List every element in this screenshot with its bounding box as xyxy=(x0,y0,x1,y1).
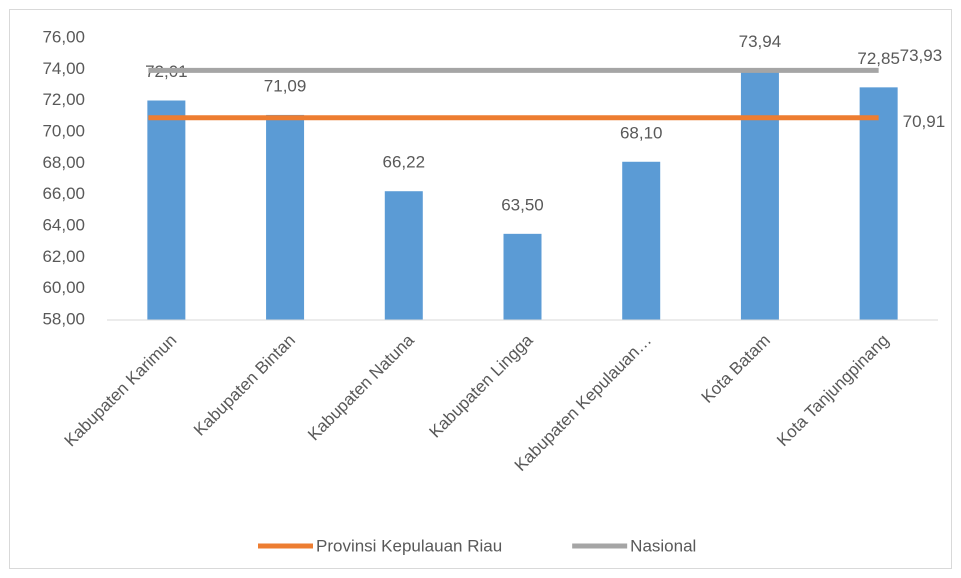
bar xyxy=(503,233,542,320)
y-tick-label: 74,00 xyxy=(42,59,85,78)
bar xyxy=(266,114,305,320)
data-label: 72,85 xyxy=(857,49,900,68)
y-tick-label: 58,00 xyxy=(42,309,85,328)
legend-label: Nasional xyxy=(630,536,696,555)
y-tick-label: 70,00 xyxy=(42,121,85,140)
data-label: 63,50 xyxy=(501,195,544,214)
y-tick-label: 62,00 xyxy=(42,247,85,266)
y-tick-label: 66,00 xyxy=(42,184,85,203)
y-tick-label: 64,00 xyxy=(42,215,85,234)
y-tick-label: 60,00 xyxy=(42,278,85,297)
bar xyxy=(740,70,779,320)
y-tick-label: 72,00 xyxy=(42,90,85,109)
data-label: 71,09 xyxy=(264,76,307,95)
data-label: 68,10 xyxy=(620,123,663,142)
y-tick-label: 76,00 xyxy=(42,27,85,46)
data-label: 66,22 xyxy=(383,153,426,172)
bar xyxy=(859,87,898,320)
legend-label: Provinsi Kepulauan Riau xyxy=(316,536,502,555)
bar xyxy=(384,191,423,320)
bar xyxy=(147,100,186,320)
reference-label: 73,93 xyxy=(900,46,943,65)
data-label: 73,94 xyxy=(739,32,782,51)
y-tick-label: 68,00 xyxy=(42,153,85,172)
reference-label: 70,91 xyxy=(903,112,946,131)
bar xyxy=(622,161,661,320)
